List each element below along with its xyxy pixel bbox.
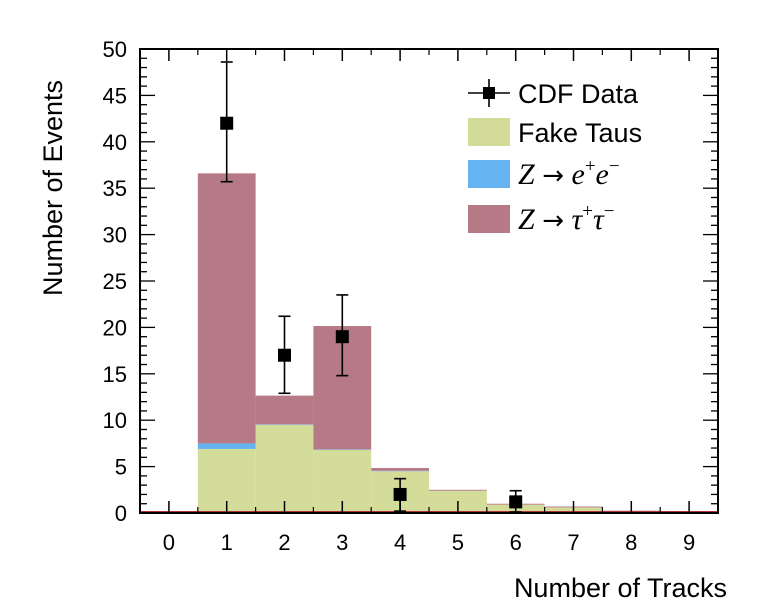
y-tick-label: 25 [103,269,127,294]
y-axis-title: Number of Events [38,80,68,296]
y-tick-label: 45 [103,83,127,108]
bar-z-ee-1 [197,443,256,449]
x-tick-label: 1 [221,530,233,555]
y-tick-label: 30 [103,223,127,248]
x-tick-label: 4 [394,530,406,555]
x-tick-label: 6 [510,530,522,555]
bar-z-tautau-5 [429,489,487,491]
y-tick-label: 10 [103,408,127,433]
bar-z-tautau-4 [371,467,429,471]
legend-label: Fake Taus [518,118,642,148]
legend-swatch [468,118,510,146]
legend-marker [483,87,495,99]
x-tick-label: 2 [278,530,290,555]
bar-z-tautau-1 [197,173,256,444]
bar-z-tautau-2 [255,395,314,425]
axis-ticks [139,48,719,514]
y-tick-label: 0 [115,501,127,526]
y-tick-label: 20 [103,315,127,340]
x-tick-label: 8 [625,530,637,555]
y-tick-label: 40 [103,130,127,155]
legend-label: Z → τ+τ− [518,201,614,236]
data-point [278,348,291,362]
legend-swatch [468,205,510,233]
x-tick-label: 3 [336,530,348,555]
bar-fake-taus-2 [255,424,314,513]
y-tick-label: 15 [103,362,127,387]
x-tick-label: 5 [452,530,464,555]
data-point [220,116,234,130]
y-tick-label: 5 [115,455,127,480]
legend-swatch [468,160,510,188]
x-tick-label: 0 [163,530,175,555]
legend: CDF Data Fake Taus Z → e+e− Z → τ+τ− [468,79,642,236]
x-axis-title: Number of Tracks [514,573,727,603]
legend-label: CDF Data [518,79,639,109]
data-point [393,487,407,501]
y-tick-label: 35 [103,176,127,201]
data-point [335,330,349,344]
x-tick-label: 7 [567,530,579,555]
y-tick-label: 50 [103,37,127,62]
legend-label: Z → e+e− [518,156,620,191]
histogram-bars [140,173,718,513]
x-tick-label: 9 [683,530,695,555]
